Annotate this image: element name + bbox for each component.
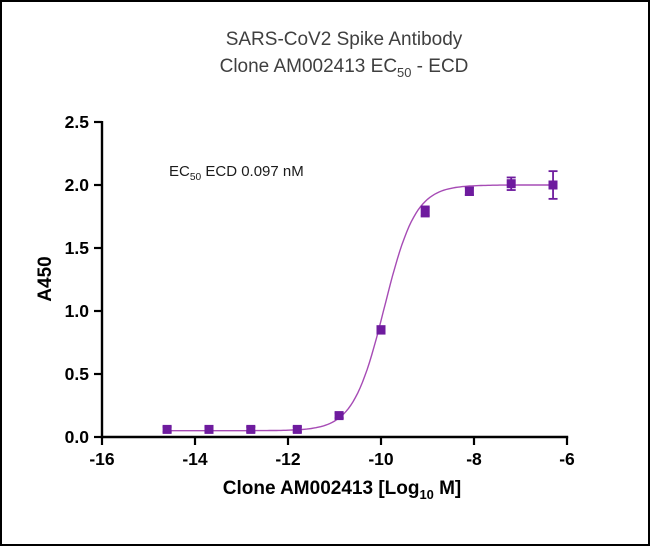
ec50-annotation: EC50 ECD 0.097 nM: [169, 163, 304, 183]
svg-text:-16: -16: [89, 449, 115, 469]
x-axis-label-prefix: Clone AM002413 [Log: [222, 478, 420, 499]
chart-title-line2-prefix: Clone AM002413 EC: [219, 56, 398, 77]
chart-title-line1: SARS-CoV2 Spike Antibody: [225, 29, 463, 50]
chart-title: SARS-CoV2 Spike Antibody Clone AM002413 …: [2, 26, 648, 86]
x-axis-label-suffix: M]: [433, 478, 462, 499]
svg-text:2.5: 2.5: [65, 112, 90, 132]
svg-text:-10: -10: [368, 449, 394, 469]
svg-text:1.0: 1.0: [65, 301, 90, 321]
svg-text:-14: -14: [182, 449, 208, 469]
ec50-annotation-prefix: EC: [169, 163, 190, 180]
x-axis-label: Clone AM002413 [Log10 M]: [223, 478, 462, 502]
chart-title-line2: Clone AM002413 EC50 - ECD: [40, 53, 648, 86]
svg-text:-8: -8: [466, 449, 482, 469]
x-axis-label-subscript: 10: [419, 486, 434, 502]
svg-text:-6: -6: [559, 449, 575, 469]
svg-text:0.0: 0.0: [65, 427, 90, 447]
chart-title-line2-suffix: - ECD: [411, 56, 469, 77]
svg-text:-12: -12: [275, 449, 301, 469]
svg-text:2.0: 2.0: [65, 175, 90, 195]
svg-text:0.5: 0.5: [65, 364, 90, 384]
svg-text:1.5: 1.5: [65, 238, 90, 258]
ec50-annotation-subscript: 50: [189, 172, 202, 183]
chart-title-ec50-subscript: 50: [397, 64, 412, 80]
ec50-annotation-value: ECD 0.097 nM: [201, 163, 304, 180]
